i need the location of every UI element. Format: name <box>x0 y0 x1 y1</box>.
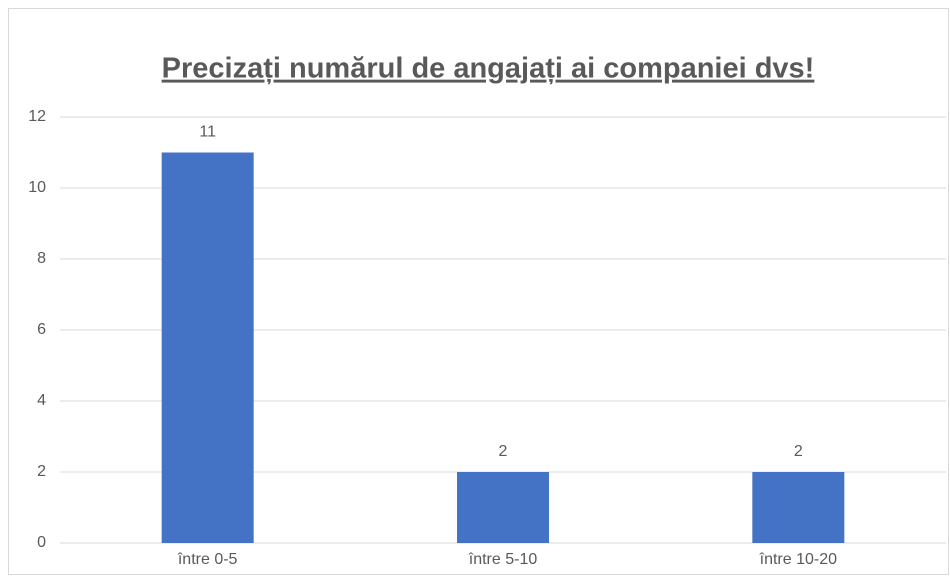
y-tick-label: 12 <box>28 108 46 125</box>
data-label: 2 <box>499 443 508 460</box>
y-tick-label: 2 <box>37 463 46 480</box>
chart-title: Precizați numărul de angajați ai compani… <box>162 53 815 85</box>
bar <box>457 472 549 543</box>
bar <box>752 472 845 543</box>
y-tick-label: 10 <box>28 179 46 196</box>
y-tick-label: 6 <box>37 321 46 338</box>
x-tick-label: între 0-5 <box>177 551 238 568</box>
x-tick-label: între 5-10 <box>468 551 538 568</box>
y-tick-label: 4 <box>37 392 46 409</box>
y-tick-label: 8 <box>37 250 46 267</box>
data-label: 2 <box>794 443 803 460</box>
bar <box>161 152 254 543</box>
data-label: 11 <box>199 124 216 141</box>
x-tick-label: între 10-20 <box>759 551 837 568</box>
y-tick-label: 0 <box>37 534 46 551</box>
